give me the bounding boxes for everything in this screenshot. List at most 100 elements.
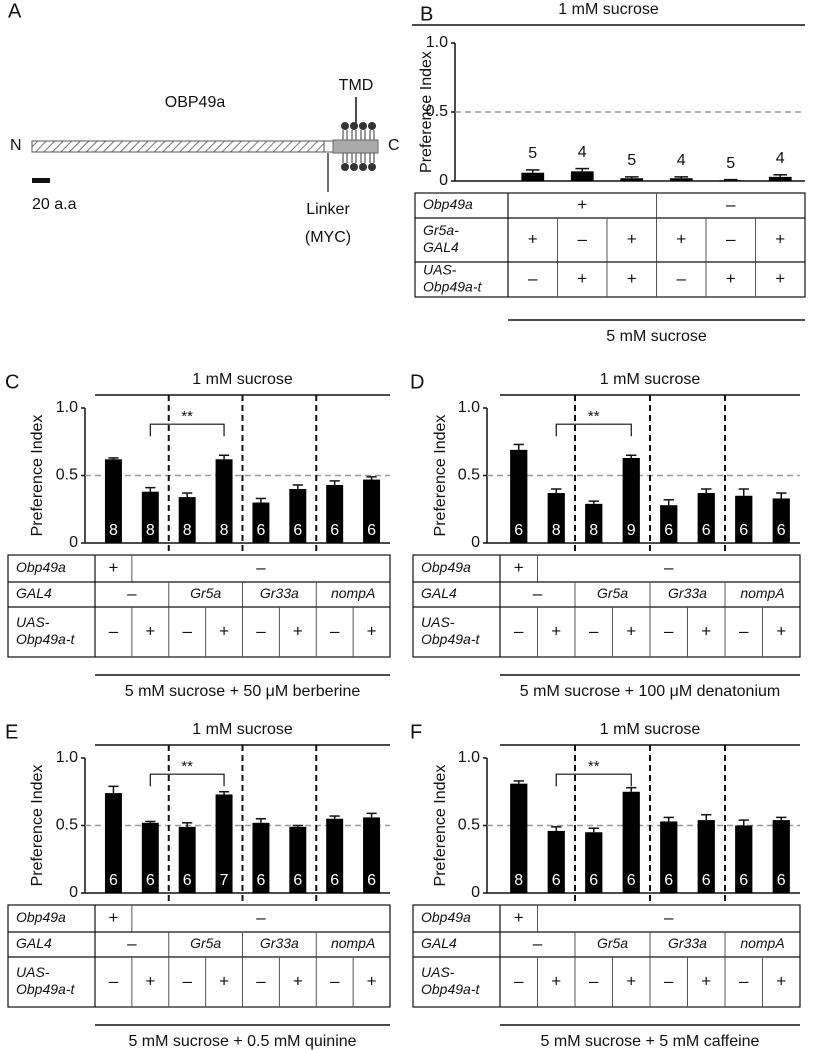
bar	[215, 459, 233, 543]
bar	[719, 180, 743, 181]
significance-bracket	[555, 423, 632, 437]
bar	[735, 825, 753, 893]
n-label: 4	[677, 152, 686, 169]
row-label: Obp49a	[423, 196, 473, 212]
linker-label: (MYC)	[305, 229, 351, 246]
row-label: Obp49a-t	[421, 981, 480, 997]
row-label: Obp49a	[16, 909, 66, 925]
n-label: 6	[330, 872, 339, 889]
significance-bracket	[555, 773, 632, 787]
table-border	[412, 904, 801, 1008]
n-label: 6	[367, 522, 376, 539]
n-terminus: N	[10, 137, 22, 154]
row-label: UAS-	[421, 964, 455, 980]
y-tick-label: 0	[439, 172, 448, 189]
row-label: UAS-	[421, 614, 455, 630]
y-axis-label: Preference Index	[432, 765, 449, 887]
bar	[252, 502, 270, 543]
cell-text: –	[726, 229, 736, 248]
cell-text: +	[551, 621, 561, 640]
y-tick-label: 0.5	[56, 817, 78, 834]
cell-text: –	[533, 584, 543, 603]
cell-text: –	[739, 621, 749, 640]
bar	[363, 817, 381, 893]
cell-text: –	[256, 908, 266, 927]
n-label: 7	[220, 872, 229, 889]
cell-text: +	[776, 621, 786, 640]
panel-label: B	[420, 3, 433, 25]
cell-text: –	[330, 971, 340, 990]
n-label: 6	[702, 872, 711, 889]
bar	[660, 821, 678, 893]
significance-label: **	[588, 758, 600, 775]
protein-label: OBP49a	[165, 94, 226, 111]
cell-text: –	[256, 971, 266, 990]
n-label: 6	[183, 872, 192, 889]
row-label: Gr5a-	[423, 222, 459, 238]
row-label: Obp49a	[421, 909, 471, 925]
table-border	[414, 192, 806, 298]
cell-text: +	[514, 908, 524, 927]
n-label: 8	[589, 522, 598, 539]
bar	[570, 171, 594, 181]
cell-text: –	[533, 934, 543, 953]
cell-text: +	[551, 971, 561, 990]
row-label: Obp49a	[421, 559, 471, 575]
scale-bar	[32, 178, 50, 183]
row-label: UAS-	[423, 262, 457, 278]
cell-text: –	[589, 971, 599, 990]
n-label: 6	[777, 522, 786, 539]
y-tick-label: 0	[69, 884, 78, 901]
row-label: Obp49a-t	[16, 631, 75, 647]
cell-text: +	[627, 229, 637, 248]
row-label: GAL4	[423, 239, 459, 255]
cell-text: –	[256, 621, 266, 640]
row-label: Obp49a-t	[423, 279, 482, 295]
significance-label: **	[181, 408, 193, 425]
cell-text: –	[677, 269, 687, 288]
cell-text: +	[108, 908, 118, 927]
cell-text: +	[108, 558, 118, 577]
bar	[326, 484, 344, 543]
scale-label: 20 a.a	[32, 196, 77, 213]
cell-text: +	[219, 971, 229, 990]
cell-text: +	[676, 229, 686, 248]
bar	[215, 794, 233, 893]
top-label: 1 mM sucrose	[192, 721, 293, 738]
cell-text: –	[330, 621, 340, 640]
y-tick-label: 1.0	[426, 34, 448, 51]
cell-text: +	[514, 558, 524, 577]
row-label: Obp49a	[16, 559, 66, 575]
n-label: 5	[726, 155, 735, 172]
cell-text: nompA	[740, 935, 784, 951]
bar	[510, 449, 528, 543]
panel-label: A	[8, 0, 22, 22]
bar	[178, 497, 196, 543]
cell-text: –	[109, 971, 119, 990]
bar	[697, 493, 715, 543]
bar	[735, 495, 753, 543]
row-label: GAL4	[421, 935, 457, 951]
n-label: 5	[627, 152, 636, 169]
bottom-label: 5 mM sucrose + 50 μM berberine	[125, 683, 361, 700]
top-label: 1 mM sucrose	[600, 721, 701, 738]
y-axis-label: Preference Index	[29, 765, 46, 887]
table-border	[7, 904, 391, 1008]
row-label: GAL4	[421, 585, 457, 601]
cell-text: –	[256, 558, 266, 577]
panel-label: D	[410, 371, 424, 393]
cell-text: +	[626, 971, 636, 990]
cell-text: +	[367, 971, 377, 990]
n-label: 6	[777, 872, 786, 889]
cell-text: +	[145, 971, 155, 990]
cell-text: –	[127, 584, 137, 603]
bar	[622, 457, 640, 543]
cell-text: –	[664, 621, 674, 640]
cell-text: +	[775, 229, 785, 248]
cell-text: +	[726, 269, 736, 288]
cell-text: +	[776, 971, 786, 990]
significance-label: **	[588, 408, 600, 425]
n-label: 8	[146, 522, 155, 539]
linker-label: Linker	[306, 201, 350, 218]
